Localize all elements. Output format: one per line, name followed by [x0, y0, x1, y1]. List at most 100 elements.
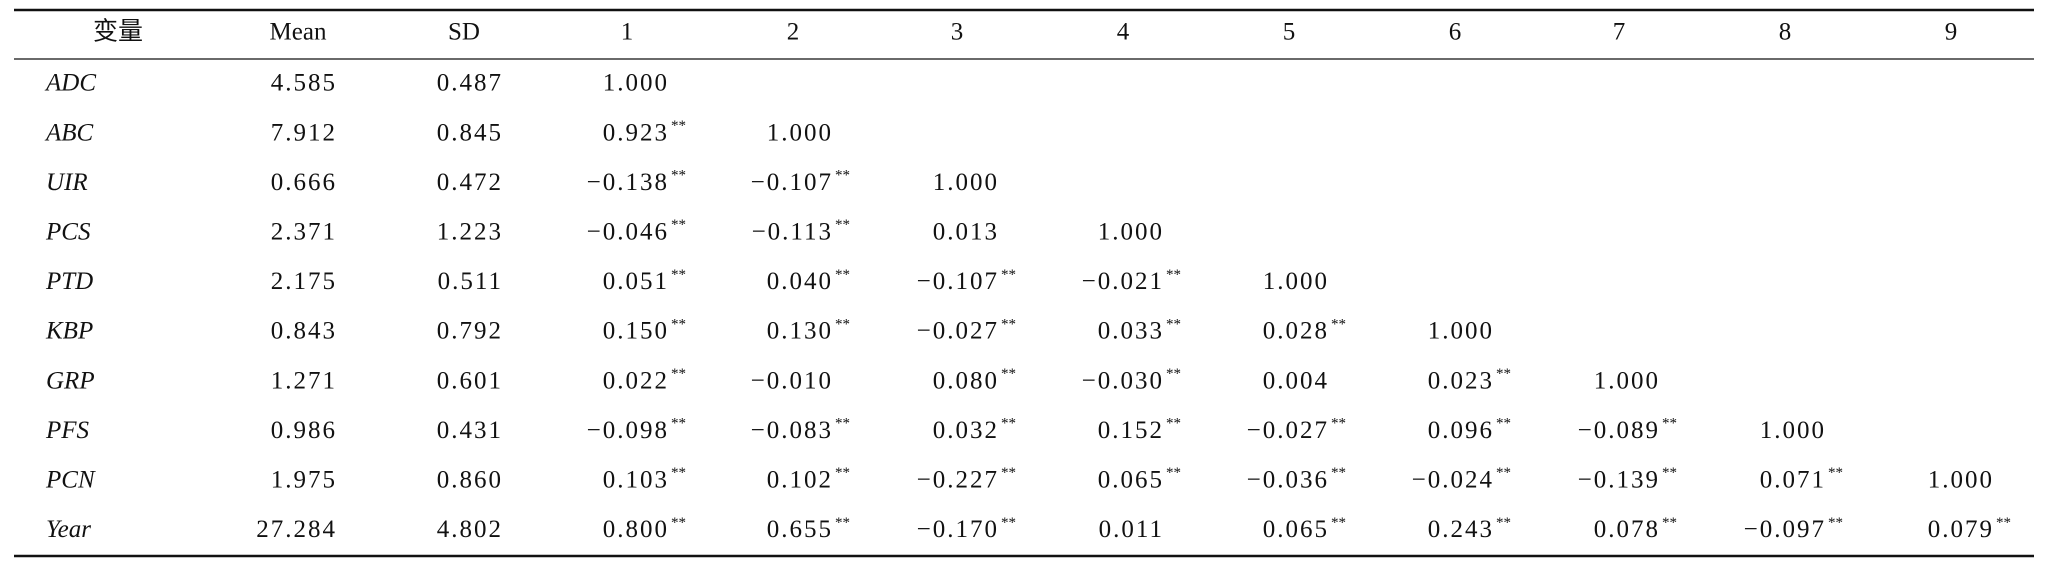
- significance-mark: **: [1001, 515, 1016, 531]
- mean-value: 2.175: [271, 268, 337, 295]
- significance-mark: **: [1166, 366, 1181, 382]
- significance-mark: **: [1166, 465, 1181, 481]
- significance-mark: **: [1166, 316, 1181, 332]
- significance-mark: **: [1662, 465, 1677, 481]
- correlation-value: 0.800: [603, 516, 669, 543]
- significance-mark: **: [1331, 465, 1346, 481]
- correlation-value: 0.130: [767, 318, 833, 345]
- mean-value: 1.271: [271, 367, 337, 394]
- correlation-value: −0.107: [917, 268, 999, 295]
- significance-mark: **: [1166, 416, 1181, 432]
- correlation-value: 0.023: [1428, 367, 1494, 394]
- significance-mark: **: [671, 217, 686, 233]
- column-header: 2: [787, 19, 800, 46]
- correlation-value: 0.022: [603, 367, 669, 394]
- mean-value: 7.912: [271, 119, 337, 146]
- correlation-value: 0.011: [1099, 516, 1164, 543]
- correlation-value: −0.139: [1578, 467, 1660, 494]
- correlation-value: 0.065: [1263, 516, 1329, 543]
- significance-mark: **: [835, 465, 850, 481]
- mean-value: 0.986: [271, 417, 337, 444]
- correlation-value: 0.079: [1928, 516, 1994, 543]
- correlation-value: −0.024: [1412, 467, 1494, 494]
- significance-mark: **: [1001, 316, 1016, 332]
- correlation-value: 1.000: [1098, 219, 1164, 246]
- correlation-value: −0.107: [751, 169, 833, 196]
- correlation-value: 0.078: [1594, 516, 1660, 543]
- correlation-value: 0.096: [1428, 417, 1494, 444]
- significance-mark: **: [835, 515, 850, 531]
- correlation-value: 0.655: [767, 516, 833, 543]
- sd-value: 0.472: [437, 169, 503, 196]
- sd-value: 0.860: [437, 467, 503, 494]
- variable-name: ADC: [44, 70, 96, 97]
- correlation-value: −0.097: [1744, 516, 1826, 543]
- significance-mark: **: [1001, 366, 1016, 382]
- correlation-value: 0.004: [1263, 367, 1329, 394]
- variable-name: Year: [46, 516, 91, 543]
- significance-mark: **: [1496, 416, 1511, 432]
- column-header: 7: [1613, 19, 1626, 46]
- mean-value: 4.585: [271, 70, 337, 97]
- significance-mark: **: [1331, 515, 1346, 531]
- correlation-value: −0.083: [751, 417, 833, 444]
- significance-mark: **: [671, 168, 686, 184]
- column-header: SD: [448, 19, 480, 46]
- correlation-value: −0.138: [587, 169, 669, 196]
- significance-mark: **: [671, 416, 686, 432]
- significance-mark: **: [835, 217, 850, 233]
- variable-name: PCN: [45, 467, 96, 494]
- correlation-value: −0.089: [1578, 417, 1660, 444]
- column-header: 9: [1945, 19, 1958, 46]
- significance-mark: **: [835, 267, 850, 283]
- significance-mark: **: [1496, 515, 1511, 531]
- correlation-value: 0.923: [603, 119, 669, 146]
- correlation-value: −0.170: [917, 516, 999, 543]
- correlation-value: −0.113: [752, 219, 833, 246]
- column-header: Mean: [270, 19, 327, 46]
- correlation-value: −0.027: [1247, 417, 1329, 444]
- sd-value: 0.792: [437, 318, 503, 345]
- significance-mark: **: [1662, 515, 1677, 531]
- mean-value: 0.666: [271, 169, 337, 196]
- column-header: 1: [621, 19, 634, 46]
- significance-mark: **: [1331, 316, 1346, 332]
- variable-name: PTD: [45, 268, 93, 295]
- variable-name: KBP: [45, 318, 93, 345]
- correlation-value: 1.000: [1428, 318, 1494, 345]
- correlation-value: 1.000: [767, 119, 833, 146]
- column-header: 4: [1117, 19, 1130, 46]
- significance-mark: **: [1496, 465, 1511, 481]
- correlation-value: −0.098: [587, 417, 669, 444]
- correlation-value: 1.000: [603, 70, 669, 97]
- sd-value: 1.223: [437, 219, 503, 246]
- correlation-value: 0.033: [1098, 318, 1164, 345]
- correlation-value: 1.000: [1928, 467, 1994, 494]
- variable-name: PFS: [45, 417, 90, 444]
- correlation-value: −0.046: [587, 219, 669, 246]
- correlation-value: −0.010: [751, 367, 833, 394]
- column-header: 6: [1449, 19, 1462, 46]
- significance-mark: **: [1496, 366, 1511, 382]
- correlation-value: 0.103: [603, 467, 669, 494]
- correlation-value: 0.150: [603, 318, 669, 345]
- correlation-value: −0.021: [1082, 268, 1164, 295]
- correlation-value: 0.028: [1263, 318, 1329, 345]
- significance-mark: **: [1996, 515, 2011, 531]
- sd-value: 0.511: [438, 268, 503, 295]
- column-header: 3: [951, 19, 964, 46]
- correlation-value: 0.243: [1428, 516, 1494, 543]
- correlation-value: 0.040: [767, 268, 833, 295]
- significance-mark: **: [835, 416, 850, 432]
- significance-mark: **: [1166, 267, 1181, 283]
- significance-mark: **: [1828, 515, 1843, 531]
- significance-mark: **: [1331, 416, 1346, 432]
- significance-mark: **: [671, 118, 686, 134]
- significance-mark: **: [1001, 267, 1016, 283]
- correlation-value: 0.013: [933, 219, 999, 246]
- correlation-value: 1.000: [933, 169, 999, 196]
- significance-mark: **: [1001, 465, 1016, 481]
- significance-mark: **: [671, 316, 686, 332]
- correlation-value: 0.152: [1098, 417, 1164, 444]
